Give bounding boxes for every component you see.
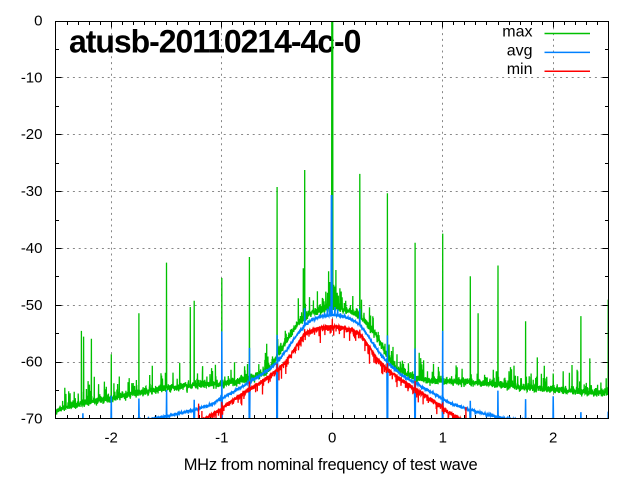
svg-text:1: 1 xyxy=(439,430,447,447)
svg-text:-20: -20 xyxy=(21,126,43,143)
svg-text:-70: -70 xyxy=(21,411,43,428)
svg-text:-2: -2 xyxy=(105,430,118,447)
svg-text:min: min xyxy=(507,61,533,78)
svg-text:-1: -1 xyxy=(215,430,228,447)
svg-text:atusb-20110214-4c-0: atusb-20110214-4c-0 xyxy=(69,24,361,60)
svg-text:0: 0 xyxy=(34,13,42,30)
svg-text:max: max xyxy=(502,23,532,40)
svg-text:-50: -50 xyxy=(21,297,43,314)
svg-text:0: 0 xyxy=(328,430,336,447)
svg-text:avg: avg xyxy=(507,42,533,59)
svg-text:-60: -60 xyxy=(21,354,43,371)
svg-text:2: 2 xyxy=(549,430,557,447)
svg-text:MHz from nominal frequency of: MHz from nominal frequency of test wave xyxy=(184,456,478,474)
svg-text:-30: -30 xyxy=(21,183,43,200)
svg-text:-10: -10 xyxy=(21,69,43,86)
svg-text:-40: -40 xyxy=(21,240,43,257)
